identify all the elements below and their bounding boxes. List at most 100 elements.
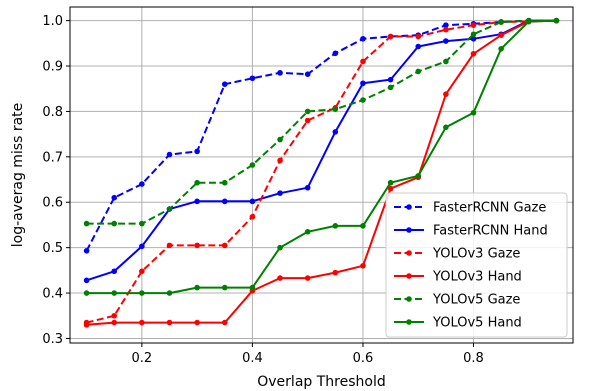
legend-item: YOLOv3 Gaze [394,247,520,262]
data-point [221,319,228,326]
legend-marker [406,319,412,325]
data-point [332,129,339,135]
plot-frame [69,6,574,344]
data-point [194,198,200,205]
data-point [498,32,504,38]
data-point [111,319,118,326]
data-point [387,84,394,91]
data-point [111,268,118,275]
y-tick-label: 0.3 [42,332,63,347]
data-point [221,81,228,87]
data-point [443,58,449,65]
legend-box [385,192,568,338]
series-line [86,19,557,324]
legend-marker [406,250,412,256]
data-point [360,80,366,87]
legend-item: YOLOv5 Gaze [394,293,520,308]
legend-label: YOLOv3 Gaze [432,247,520,262]
legend-label: YOLOv5 Hand [432,316,522,331]
data-point [277,190,283,196]
legend-label: YOLOv3 Hand [432,270,522,285]
data-point [415,68,422,75]
data-point [360,97,366,103]
series-group [83,17,560,328]
data-point [553,17,560,24]
legend-marker [406,227,412,233]
data-point [415,33,422,40]
y-tick-label: 1.0 [42,14,63,29]
data-point [249,213,256,220]
y-tick-label: 0.8 [42,105,63,120]
data-point [443,38,449,44]
data-point [139,319,145,326]
data-point [194,148,200,155]
legend-item: FasterRCNN Hand [394,224,548,239]
data-point [332,106,339,112]
legend-label: FasterRCNN Gaze [433,201,546,216]
y-tick-label: 0.7 [42,150,63,165]
data-point [139,243,145,250]
legend-item: FasterRCNN Gaze [394,201,546,216]
data-point [194,179,200,186]
data-point [111,194,118,201]
data-point [387,33,394,40]
data-point [304,117,311,124]
data-point [498,19,504,25]
data-point [221,179,228,186]
data-point [332,50,339,57]
data-point [249,75,256,82]
legend-item: YOLOv3 Hand [394,270,522,285]
data-point [111,290,118,296]
data-point [111,312,118,319]
data-point [221,198,228,205]
data-point [470,22,477,28]
data-point [387,179,394,186]
data-point [443,26,449,33]
data-point [166,319,173,326]
data-point [470,35,477,42]
series-yolov5-hand [83,17,560,296]
data-point [332,223,339,229]
x-tick-label: 0.2 [132,351,153,366]
data-point [166,290,173,296]
data-point [249,284,256,291]
data-point [470,109,477,116]
series-yolov5-gaze [83,17,560,227]
data-point [166,206,173,212]
data-point [166,242,173,249]
data-point [83,220,90,227]
data-point [360,35,366,42]
data-point [443,22,449,28]
data-point [304,71,311,77]
data-point [139,268,145,275]
x-tick-label: 0.6 [353,351,374,366]
ticks: 0.2 0.4 0.6 0.8 0.3 0.4 0.5 0.6 0.7 0.8 0.9 1.0 [42,14,484,366]
data-point [194,242,200,249]
legend-label: YOLOv5 Gaze [432,293,520,308]
y-tick-label: 0.6 [42,196,63,211]
data-point [304,275,311,281]
data-point [360,223,366,229]
data-point [221,242,228,249]
legend-label: FasterRCNN Hand [433,224,548,239]
data-point [83,248,90,254]
data-point [83,290,90,296]
series-line [86,19,557,225]
data-point [83,277,90,284]
legend-marker [406,296,412,302]
data-point [139,181,145,187]
data-point [304,228,311,235]
data-point [221,284,228,291]
data-point [470,50,477,57]
legend: FasterRCNN Gaze FasterRCNN Hand YOLOv3 Gaz… [385,192,568,338]
data-point [277,70,283,76]
data-point [360,263,366,269]
data-point [111,220,118,227]
data-point [387,76,394,83]
data-point [277,275,283,281]
data-point [277,136,283,143]
data-point [166,151,173,158]
series-line [85,19,557,252]
data-point [277,244,283,251]
